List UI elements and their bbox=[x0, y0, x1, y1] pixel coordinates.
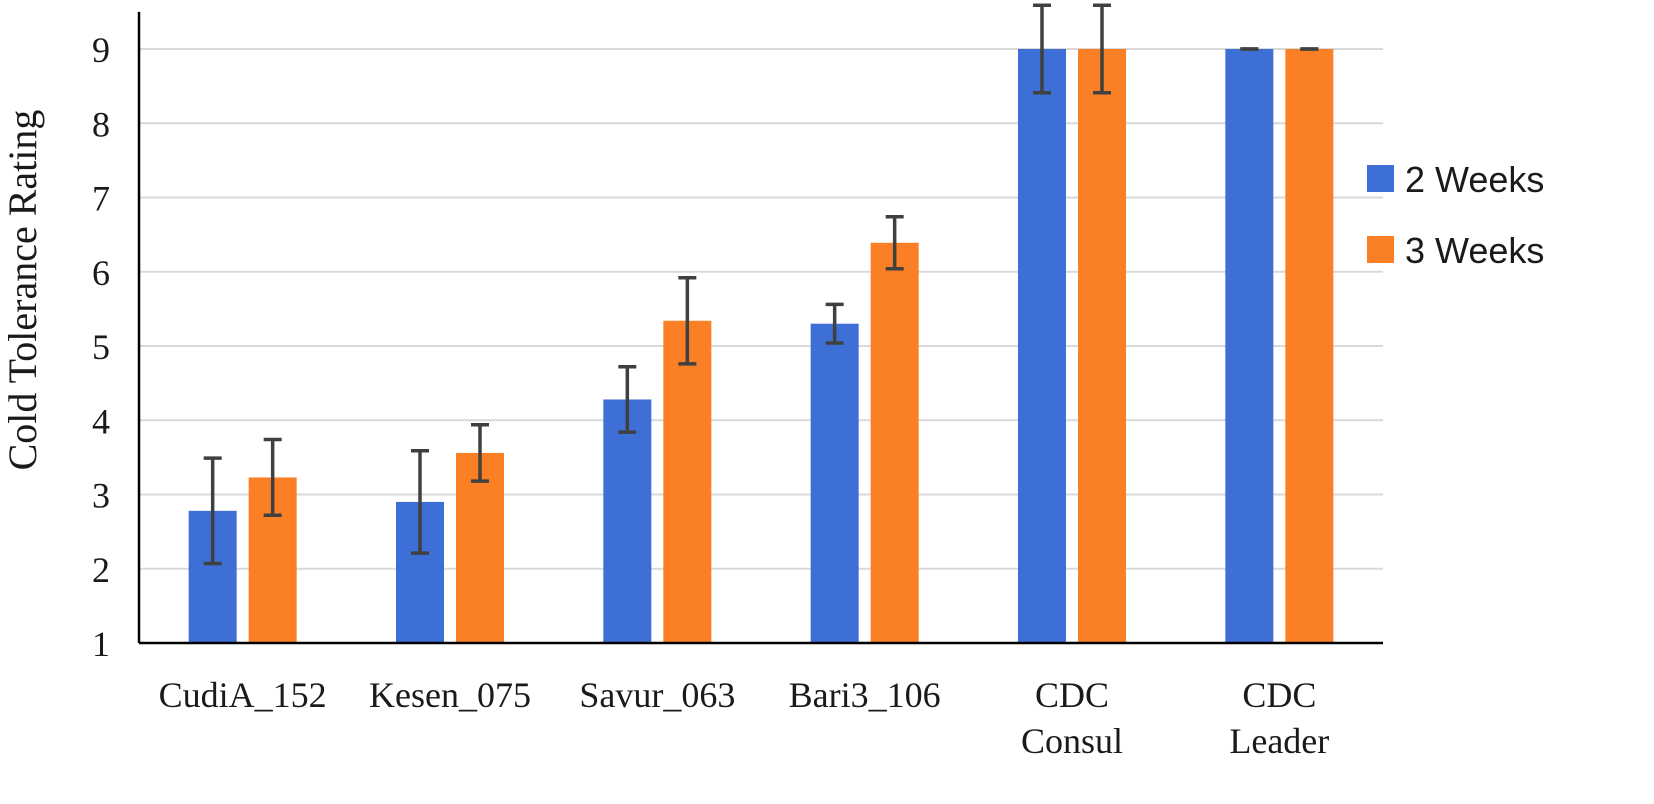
bar-3-weeks-cdc-leader bbox=[1285, 49, 1334, 643]
y-tick-label-4: 4 bbox=[92, 401, 110, 441]
y-tick-label-6: 6 bbox=[92, 253, 110, 293]
y-tick-label-1: 1 bbox=[92, 624, 110, 664]
x-tick-label-cdc-leader: CDC Leader bbox=[1229, 675, 1329, 761]
y-axis-title: Cold Tolerance Rating bbox=[0, 110, 45, 471]
x-tick-labels: CudiA_152 Kesen_075 Savur_063 Bari3_106 CDC C… bbox=[159, 675, 1330, 761]
x-tick-label-cudia-152: CudiA_152 bbox=[159, 675, 327, 715]
bar-3-weeks-savur-063 bbox=[663, 320, 712, 643]
y-tick-label-8: 8 bbox=[92, 104, 110, 144]
y-tick-label-3: 3 bbox=[92, 476, 110, 516]
y-tick-label-5: 5 bbox=[92, 327, 110, 367]
y-tick-label-7: 7 bbox=[92, 179, 110, 219]
bar-3-weeks-bari3-106 bbox=[870, 242, 919, 644]
error-bar-3-weeks-cudia-152 bbox=[263, 437, 282, 518]
error-bars bbox=[203, 3, 1319, 566]
bars bbox=[188, 49, 1334, 644]
x-tick-label-bari3-106: Bari3_106 bbox=[789, 675, 941, 715]
bar-3-weeks-cdc-consul bbox=[1078, 49, 1126, 643]
error-bar-2-weeks-bari3-106 bbox=[825, 302, 844, 345]
y-tick-labels: 1 2 3 4 5 6 7 8 9 bbox=[92, 30, 110, 664]
axes bbox=[137, 11, 1383, 645]
error-bar-2-weeks-savur-063 bbox=[618, 365, 637, 434]
legend-swatch-3-weeks bbox=[1367, 236, 1394, 263]
x-tick-label-savur-063: Savur_063 bbox=[579, 675, 735, 715]
x-tick-label-kesen-075: Kesen_075 bbox=[369, 675, 531, 715]
error-bar-2-weeks-cudia-152 bbox=[203, 456, 222, 566]
error-bar-3-weeks-bari3-106 bbox=[885, 215, 904, 271]
bar-2-weeks-cdc-leader bbox=[1225, 49, 1274, 643]
legend-label-2-weeks: 2 Weeks bbox=[1405, 159, 1544, 200]
error-bar-3-weeks-kesen-075 bbox=[471, 422, 489, 483]
y-tick-label-2: 2 bbox=[92, 550, 110, 590]
bar-2-weeks-cdc-consul bbox=[1018, 49, 1066, 643]
error-bar-2-weeks-cdc-consul bbox=[1033, 3, 1051, 95]
error-bar-2-weeks-kesen-075 bbox=[411, 448, 429, 555]
bar-3-weeks-kesen-075 bbox=[456, 452, 504, 643]
gridlines bbox=[139, 48, 1383, 570]
error-bar-3-weeks-cdc-consul bbox=[1093, 3, 1111, 95]
bar-2-weeks-bari3-106 bbox=[810, 323, 859, 643]
legend: 2 Weeks 3 Weeks bbox=[1367, 159, 1544, 271]
legend-label-3-weeks: 3 Weeks bbox=[1405, 230, 1544, 271]
legend-swatch-2-weeks bbox=[1367, 165, 1394, 192]
error-bar-3-weeks-savur-063 bbox=[678, 275, 697, 366]
y-tick-label-9: 9 bbox=[92, 30, 110, 70]
x-tick-label-cdc-consul: CDC Consul bbox=[1021, 675, 1123, 761]
bar-2-weeks-savur-063 bbox=[603, 399, 652, 643]
